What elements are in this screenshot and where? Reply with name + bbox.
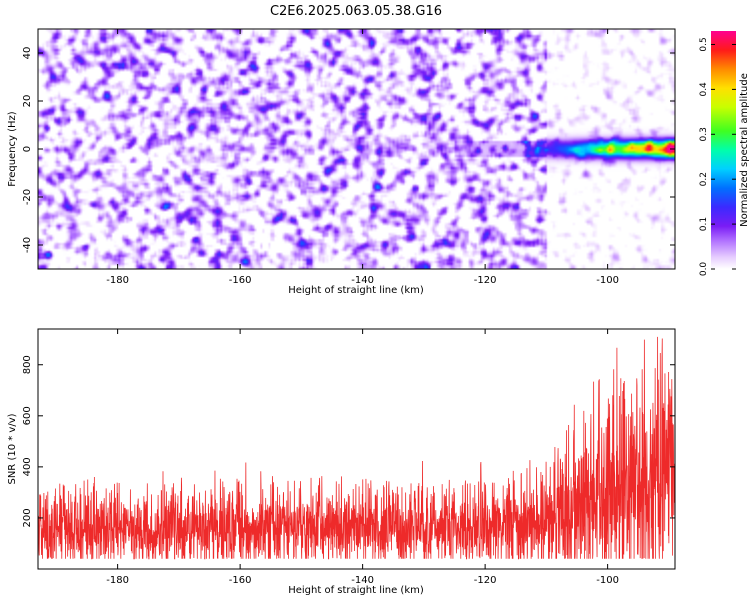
colorbar-tick-label: 0.0 <box>699 262 709 277</box>
snr-x-ticks: -180 -160 -140 -120 -100 <box>106 329 619 586</box>
spectrogram-y-tick-label: 20 <box>22 95 33 108</box>
spectrogram-x-tick-label: -120 <box>474 275 497 286</box>
snr-y-tick-label: 800 <box>22 355 33 374</box>
spectrogram-x-tick-label: -160 <box>229 275 252 286</box>
snr-x-axis-label: Height of straight line (km) <box>288 585 424 596</box>
colorbar-tick-label: 0.5 <box>699 37 709 51</box>
snr-panel: -180 -160 -140 -120 -100 200 400 600 800 Height… <box>7 328 676 596</box>
spectrogram-x-tick-label: -140 <box>351 275 374 286</box>
spectrogram-x-tick-label: -180 <box>106 275 129 286</box>
spectrogram-y-axis-label: Frequency (Hz) <box>7 111 18 187</box>
colorbar-ticks: 0.0 0.1 0.2 0.3 0.4 0.5 <box>699 37 736 276</box>
snr-x-tick-label: -120 <box>474 575 497 586</box>
colorbar-tick-label: 0.1 <box>699 217 709 231</box>
spectrogram-x-axis-label: Height of straight line (km) <box>288 285 424 296</box>
snr-x-tick-label: -160 <box>229 575 252 586</box>
spectrogram-y-tick-label: 40 <box>22 47 33 60</box>
snr-y-ticks: 200 400 600 800 <box>22 355 675 527</box>
snr-y-tick-label: 600 <box>22 406 33 425</box>
snr-x-tick-label: -180 <box>106 575 129 586</box>
figure-title: C2E6.2025.063.05.38.G16 <box>270 4 442 19</box>
snr-y-axis-label: SNR (10 * v/v) <box>7 413 18 484</box>
spectrogram-y-tick-label: 0 <box>22 146 33 152</box>
colorbar: 0.0 0.1 0.2 0.3 0.4 0.5 Normalized spectral a… <box>699 31 750 276</box>
colorbar-tick-label: 0.4 <box>699 82 709 97</box>
spectrogram-panel: -180 -160 -140 -120 -100 -40 -20 0 20 40 Height … <box>7 28 676 296</box>
spectrogram-y-ticks: -40 -20 0 20 40 <box>22 47 675 253</box>
spectrogram-y-tick-label: -40 <box>22 237 33 253</box>
colorbar-tick-label: 0.2 <box>699 172 709 186</box>
snr-x-tick-label: -100 <box>596 575 619 586</box>
snr-frame <box>37 328 676 570</box>
spectrogram-x-ticks: -180 -160 -140 -120 -100 <box>106 29 619 286</box>
colorbar-label: Normalized spectral amplitude <box>739 73 750 227</box>
snr-series-line <box>38 336 675 560</box>
snr-y-tick-label: 400 <box>22 457 33 476</box>
colorbar-gradient <box>711 31 736 269</box>
snr-y-tick-label: 200 <box>22 508 33 527</box>
spectrogram-x-tick-label: -100 <box>596 275 619 286</box>
spectrogram-image <box>38 29 675 269</box>
spectrogram-y-tick-label: -20 <box>22 189 33 205</box>
colorbar-tick-label: 0.3 <box>699 127 709 141</box>
snr-x-tick-label: -140 <box>351 575 374 586</box>
